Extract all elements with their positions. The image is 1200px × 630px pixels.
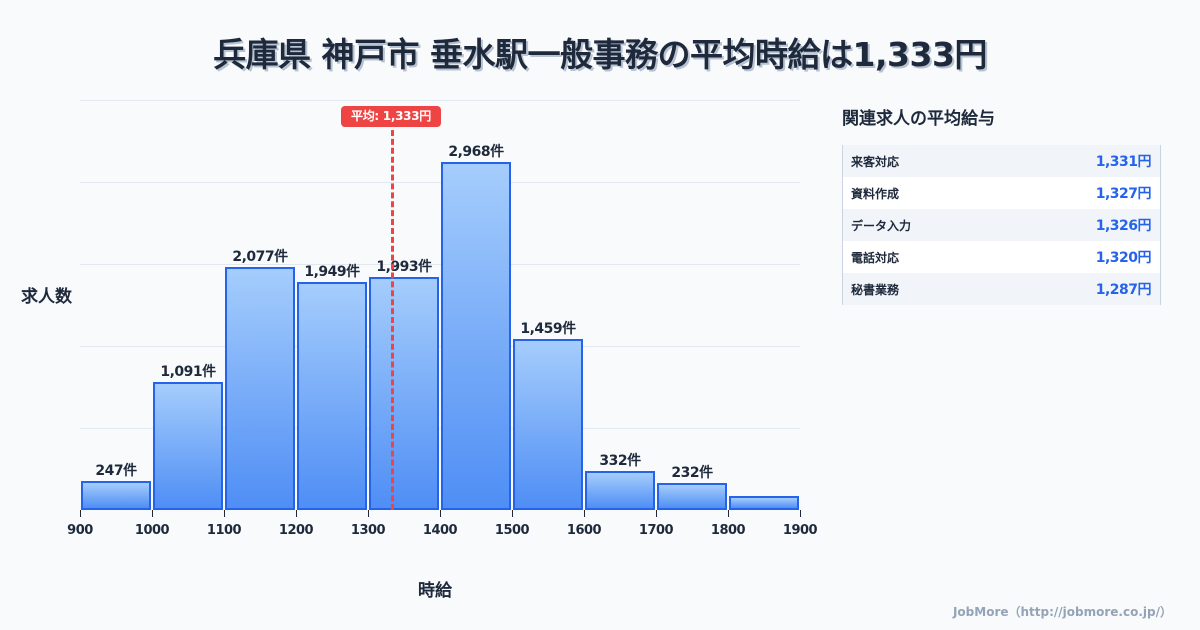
job-salary: 1,326円 [1095, 218, 1152, 234]
x-tick-label: 1800 [710, 523, 746, 538]
table-row: データ入力 1,326円 [843, 209, 1160, 241]
x-tick-label: 1900 [782, 523, 818, 538]
x-tick [728, 510, 729, 517]
job-salary: 1,320円 [1095, 250, 1152, 266]
histogram-bar [585, 471, 655, 510]
bar-value-label: 1,091件 [160, 364, 216, 380]
histogram-bar [369, 277, 439, 510]
histogram-chart: 247件 1,091件 2,077件 1,949件 1,993件 2,968件 1,459件… [21, 100, 818, 601]
x-tick [296, 510, 297, 517]
y-axis-label: 求人数 [21, 287, 72, 307]
bar-value-label: 247件 [95, 463, 137, 479]
x-tick [800, 510, 801, 517]
x-tick-label: 1600 [566, 523, 602, 538]
job-salary: 1,331円 [1095, 154, 1152, 170]
x-tick [656, 510, 657, 517]
average-badge: 平均: 1,333円 [341, 106, 441, 127]
histogram-bar [657, 483, 727, 510]
x-tick [152, 510, 153, 517]
x-tick [440, 510, 441, 517]
histogram-bar [225, 267, 295, 510]
job-name: データ入力 [851, 218, 912, 233]
histogram-bar [513, 339, 583, 510]
x-tick-label: 1200 [278, 523, 314, 538]
grid-line [80, 100, 800, 101]
bar-value-label: 1,459件 [520, 321, 576, 337]
grid-line [80, 346, 800, 347]
grid-line [80, 182, 800, 183]
job-name: 来客対応 [851, 154, 900, 169]
x-tick-label: 1500 [494, 523, 530, 538]
histogram-bar [153, 382, 223, 510]
histogram-bar [729, 496, 799, 510]
x-tick [224, 510, 225, 517]
job-salary: 1,287円 [1095, 282, 1152, 298]
x-tick [584, 510, 585, 517]
bar-value-label: 332件 [599, 453, 641, 469]
histogram-bar [81, 481, 151, 510]
table-row: 電話対応 1,320円 [843, 241, 1160, 273]
x-tick [368, 510, 369, 517]
histogram-bar [297, 282, 367, 510]
footer-credit: JobMore（http://jobmore.co.jp/） [952, 605, 1172, 619]
bar-value-label: 2,968件 [448, 144, 504, 160]
x-tick-label: 1400 [422, 523, 458, 538]
job-salary: 1,327円 [1095, 186, 1152, 202]
job-name: 電話対応 [851, 250, 900, 265]
x-tick-label: 1000 [134, 523, 170, 538]
table-row: 来客対応 1,331円 [843, 145, 1160, 177]
related-salary-table: 来客対応 1,331円 資料作成 1,327円 データ入力 1,326円 電話対応 1,… [842, 145, 1161, 305]
x-axis-label: 時給 [418, 581, 452, 601]
table-row: 秘書業務 1,287円 [843, 273, 1160, 305]
bar-value-label: 1,993件 [376, 259, 432, 275]
job-name: 資料作成 [851, 186, 900, 201]
table-row: 資料作成 1,327円 [843, 177, 1160, 209]
x-tick [80, 510, 81, 517]
x-tick [512, 510, 513, 517]
x-tick-label: 900 [67, 523, 93, 538]
bar-value-label: 2,077件 [232, 249, 288, 265]
grid-line [80, 264, 800, 265]
x-tick-label: 1300 [350, 523, 386, 538]
bar-value-label: 232件 [671, 465, 713, 481]
bar-value-label: 1,949件 [304, 264, 360, 280]
histogram-bar [441, 162, 511, 510]
x-tick-label: 1700 [638, 523, 674, 538]
grid-line [80, 428, 800, 429]
job-name: 秘書業務 [851, 282, 900, 297]
page-title: 兵庫県 神戸市 垂水駅一般事務の平均時給は1,333円 [213, 35, 987, 74]
x-tick-label: 1100 [206, 523, 242, 538]
related-salary-title: 関連求人の平均給与 [842, 109, 995, 129]
average-line [391, 130, 394, 510]
